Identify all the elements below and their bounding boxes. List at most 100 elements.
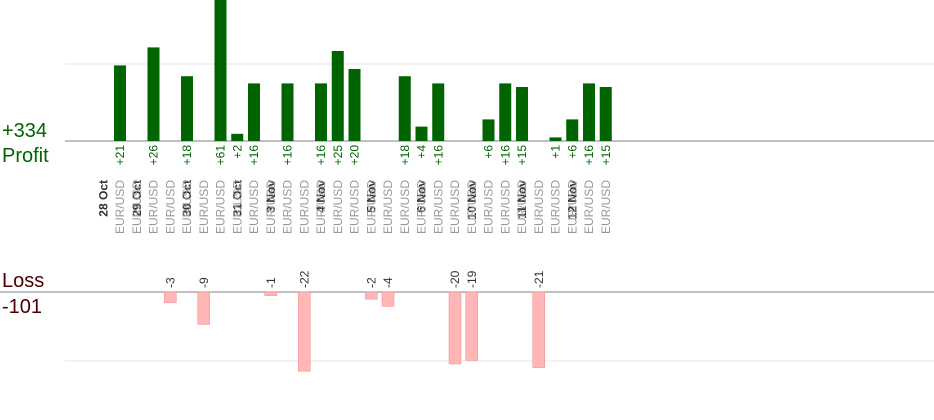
loss-value-label: -1: [264, 277, 278, 288]
day-label: 11 Nov: [515, 180, 529, 219]
loss-value-label: -20: [448, 270, 462, 288]
symbol-label: EUR/USD: [130, 180, 144, 234]
labels: 28 Oct 29 Oct 30 Oct 31 Oct 3 Nov 4 Nov 5 Nov 6…: [96, 145, 613, 288]
symbol-label: EUR/USD: [247, 180, 261, 234]
loss-value-label: -22: [297, 270, 311, 288]
bars: [114, 0, 612, 372]
symbol-label: EUR/USD: [197, 180, 211, 234]
profit-value-label: +16: [582, 145, 596, 166]
symbol-label: EUR/USD: [398, 180, 412, 234]
profit-value-label: +16: [247, 145, 261, 166]
loss-bar: [381, 291, 395, 307]
loss-bar: [197, 291, 210, 325]
profit-value-label: +21: [113, 145, 127, 166]
symbol-label: EUR/USD: [431, 180, 445, 234]
profit-value-label: +15: [599, 145, 613, 166]
profit-value-label: +61: [214, 145, 228, 166]
symbol-label: EUR/USD: [331, 180, 345, 234]
profit-bar: [599, 87, 612, 141]
profit-value-label: +18: [180, 145, 194, 166]
symbol-label: EUR/USD: [549, 180, 563, 234]
profit-value-label: +6: [482, 145, 496, 159]
symbol-label: EUR/USD: [348, 180, 362, 234]
profit-value-label: +4: [415, 145, 429, 159]
loss-total: -101: [2, 296, 43, 318]
day-label: 28 Oct: [96, 180, 110, 217]
profit-value-label: +20: [348, 145, 362, 166]
symbol-label: EUR/USD: [230, 180, 244, 234]
profit-bar: [181, 76, 193, 141]
symbol-label: EUR/USD: [163, 180, 177, 234]
loss-bar: [298, 291, 311, 372]
loss-value-label: -21: [532, 270, 546, 288]
profit-value-label: +26: [147, 145, 161, 166]
day-label: 30 Oct: [180, 180, 194, 217]
symbol-label: EUR/USD: [532, 180, 546, 234]
profit-value-label: +25: [331, 145, 345, 166]
profit-value-label: +16: [281, 145, 295, 166]
day-label: 6 Nov: [415, 180, 429, 213]
profit-value-label: +16: [314, 145, 328, 166]
profit-bar: [114, 65, 126, 141]
profit-value-label: +1: [549, 145, 563, 159]
profit-bar: [398, 76, 411, 141]
symbol-label: EUR/USD: [515, 180, 529, 234]
profit-bar: [415, 126, 428, 141]
day-label: 3 Nov: [264, 180, 278, 213]
profit-bar: [549, 137, 562, 141]
loss-bar: [264, 291, 277, 296]
grid-lines: [65, 63, 934, 362]
symbol-label: EUR/USD: [381, 180, 395, 234]
profit-bar: [248, 83, 260, 141]
symbol-label: EUR/USD: [364, 180, 378, 234]
symbol-label: EUR/USD: [281, 180, 295, 234]
loss-value-label: -3: [163, 277, 177, 288]
profit-bar: [566, 119, 579, 141]
symbol-label: EUR/USD: [314, 180, 328, 234]
loss-bar: [164, 291, 177, 304]
profit-bar: [583, 83, 595, 141]
symbol-label: EUR/USD: [565, 180, 579, 234]
symbol-label: EUR/USD: [582, 180, 596, 234]
symbol-label: EUR/USD: [264, 180, 278, 234]
profit-bar: [231, 133, 244, 141]
profit-bar: [432, 83, 445, 141]
symbol-label: EUR/USD: [113, 180, 127, 234]
profit-bar: [331, 51, 344, 141]
loss-value-label: -2: [364, 277, 378, 288]
symbol-label: EUR/USD: [297, 180, 311, 234]
profit-bar: [281, 83, 294, 141]
symbol-label: EUR/USD: [147, 180, 161, 234]
day-label: 10 Nov: [465, 180, 479, 220]
profit-bar: [516, 87, 528, 141]
loss-bar: [465, 291, 478, 361]
day-label: 12 Nov: [565, 180, 579, 220]
symbol-label: EUR/USD: [448, 180, 462, 234]
symbol-label: EUR/USD: [482, 180, 496, 234]
profit-label: Profit: [2, 145, 49, 167]
loss-bar: [532, 291, 545, 368]
day-label: 31 Oct: [230, 180, 244, 217]
loss-bar: [448, 291, 462, 365]
symbol-label: EUR/USD: [465, 180, 479, 234]
profit-value-label: +6: [565, 145, 579, 159]
day-label: 5 Nov: [364, 180, 378, 213]
loss-label: Loss: [2, 270, 45, 292]
loss-value-label: -19: [465, 270, 479, 288]
profit-value-label: +18: [398, 145, 412, 166]
day-label: 4 Nov: [314, 180, 328, 213]
profit-total: +334: [2, 120, 48, 142]
profit-bar: [348, 69, 361, 141]
loss-value-label: -4: [381, 277, 395, 288]
profit-bar: [214, 0, 227, 141]
profit-bar: [499, 83, 512, 141]
day-label: 29 Oct: [130, 180, 144, 217]
symbol-label: EUR/USD: [599, 180, 613, 234]
profit-value-label: +2: [230, 145, 244, 159]
profit-value-label: +15: [515, 145, 529, 166]
profit-value-label: +16: [498, 145, 512, 166]
symbol-label: EUR/USD: [180, 180, 194, 234]
loss-value-label: -9: [197, 277, 211, 288]
symbol-label: EUR/USD: [498, 180, 512, 234]
